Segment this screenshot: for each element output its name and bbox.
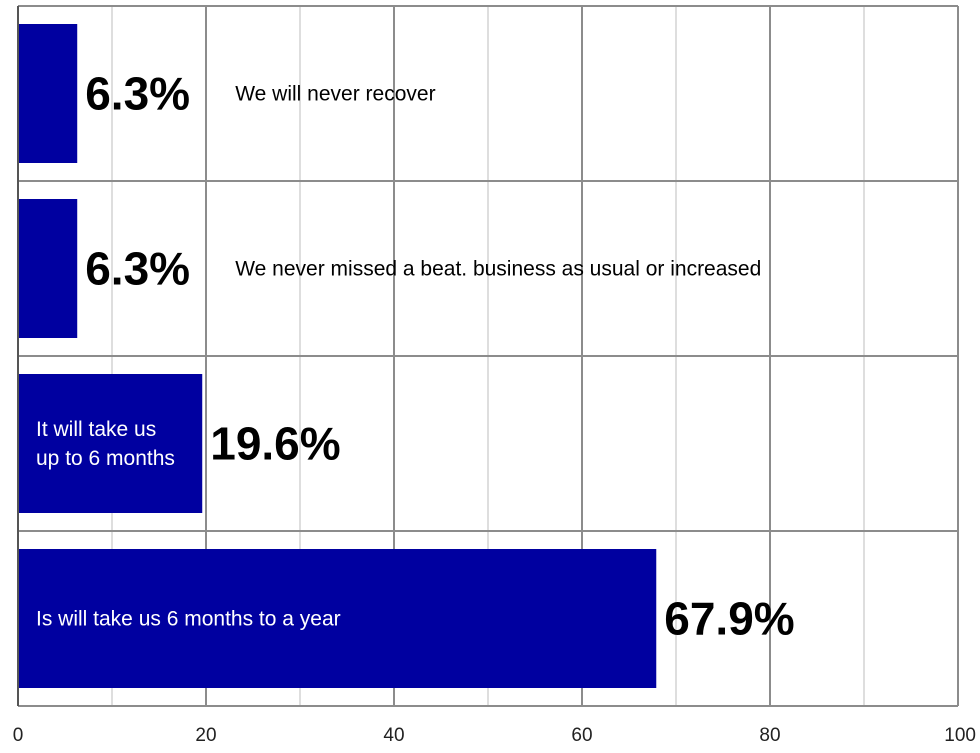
- category-label-line: We will never recover: [235, 83, 435, 106]
- category-label-line: We never missed a beat. business as usua…: [235, 258, 761, 281]
- value-label: 19.6%: [210, 418, 340, 470]
- x-tick-label: 0: [13, 725, 24, 746]
- x-tick-label: 60: [571, 725, 592, 746]
- category-label-line: Is will take us 6 months to a year: [36, 608, 341, 631]
- x-tick-label: 40: [383, 725, 404, 746]
- category-label-line: It will take us: [36, 418, 156, 441]
- x-tick-label: 20: [195, 725, 216, 746]
- value-label: 67.9%: [664, 593, 794, 645]
- value-label: 6.3%: [85, 243, 190, 295]
- category-label: We never missed a beat. business as usua…: [235, 258, 761, 281]
- category-label: We will never recover: [235, 83, 435, 106]
- value-label: 6.3%: [85, 68, 190, 120]
- bar: [19, 549, 657, 688]
- category-label: It will take us up to 6 months: [36, 418, 175, 470]
- category-label: Is will take us 6 months to a year: [36, 608, 341, 631]
- x-tick-label: 80: [759, 725, 780, 746]
- bar: [19, 199, 78, 338]
- bar: [19, 24, 78, 163]
- bar: [19, 374, 203, 513]
- x-tick-label: 100: [944, 725, 976, 746]
- category-label-line: up to 6 months: [36, 447, 175, 470]
